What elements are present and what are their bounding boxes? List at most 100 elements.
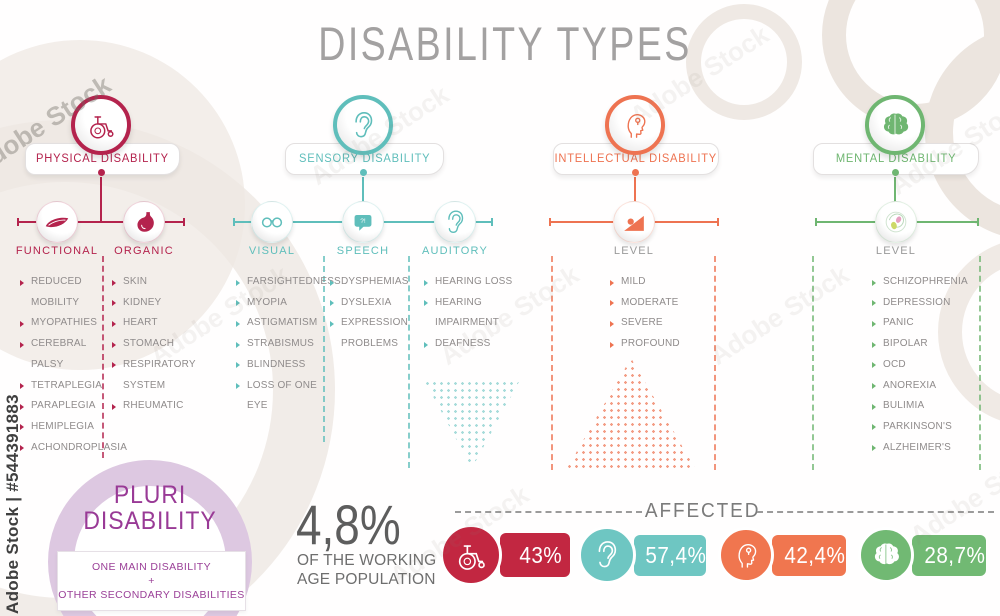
list-item: PARKINSON'S: [872, 417, 984, 438]
list-item-label: BLINDNESS: [247, 358, 306, 370]
list-item: ACHONDROPLASIA: [20, 438, 127, 459]
list-item-label: SKIN: [123, 276, 148, 287]
connector-dot-physical: [97, 169, 105, 176]
group-circle-sensory-1: ?!: [342, 201, 384, 243]
wheelchair-icon: [84, 108, 118, 142]
list-item: RHEUMATIC: [112, 396, 226, 417]
bullet-triangle-icon: [610, 279, 614, 286]
connector-dot-mental: [891, 169, 899, 176]
column-header-label-sensory: SENSORY DISABILITY: [298, 153, 431, 165]
group-list-physical-0: REDUCED MOBILITY MYOPATHIES CEREBRAL PALSY…: [20, 272, 127, 459]
column-header-label-physical: PHYSICAL DISABILITY: [36, 153, 169, 165]
list-item: RESPIRATORY SYSTEM: [112, 355, 226, 396]
affected-dash-left: [455, 511, 642, 513]
hline-tick: [977, 218, 979, 226]
speech-bubble-icon: ?!: [348, 207, 378, 237]
list-item: MILD: [610, 272, 706, 293]
list-item-label: STRABISMUS: [247, 338, 315, 350]
bullet-triangle-icon: [236, 383, 240, 390]
hline-tick: [549, 218, 551, 226]
affected-value-mental: 28,7%: [924, 542, 986, 568]
bullet-triangle-icon: [112, 279, 116, 286]
list-item: HEMIPLEGIA: [20, 417, 110, 438]
list-item: ALZHEIMER'S: [872, 438, 984, 459]
group-label-level: LEVEL: [875, 245, 917, 257]
column-circle-physical: [71, 95, 131, 155]
affected-value-physical: 43%: [519, 541, 563, 568]
connector-vline-mental: [894, 177, 896, 222]
ramp-icon: [619, 207, 649, 237]
list-item: STOMACH: [112, 334, 226, 355]
bullet-triangle-icon: [112, 403, 116, 410]
bullet-triangle-icon: [330, 279, 334, 286]
svg-text:?!: ?!: [360, 218, 366, 225]
list-item-label: HEARING IMPAIRMENT: [435, 296, 500, 329]
bullet-triangle-icon: [236, 300, 240, 307]
pluri-title-line1: PLURI: [113, 481, 187, 509]
list-item: SCHIZOPHRENIA: [872, 272, 984, 293]
list-item: BLINDNESS: [236, 355, 328, 376]
list-item: OCD: [872, 355, 984, 376]
group-circle-sensory-2: [434, 201, 476, 243]
list-item-label: EXPRESSION PROBLEMS: [341, 317, 409, 350]
list-item: FARSIGHTEDNESS: [236, 272, 341, 293]
group-circle-intellectual-0: [613, 201, 655, 243]
connector-vline-intellectual: [634, 177, 636, 222]
bullet-triangle-icon: [424, 279, 428, 286]
list-item: MODERATE: [610, 293, 706, 314]
bullet-triangle-icon: [236, 320, 240, 327]
brain-sketch-icon: [881, 207, 911, 237]
group-list-sensory-0: FARSIGHTEDNESS MYOPIA ASTIGMATISM STRABISMU…: [236, 272, 341, 417]
list-item-label: ALZHEIMER'S: [883, 441, 952, 453]
list-item: REDUCED MOBILITY: [20, 272, 110, 313]
group-list-intellectual-0: MILD MODERATE SEVERE PROFOUND: [610, 272, 706, 355]
list-item-label: MYOPIA: [247, 296, 288, 308]
affected-circle-sensory: [578, 526, 636, 584]
ear-icon: [589, 537, 624, 572]
affected-badge-physical: 43%: [500, 533, 570, 577]
bullet-triangle-icon: [872, 383, 876, 390]
column-circle-sensory: [333, 95, 393, 155]
affected-badge-sensory: 57,4%: [634, 535, 706, 576]
list-item: TETRAPLEGIA: [20, 376, 110, 397]
affected-value-intellectual: 42,4%: [784, 542, 846, 568]
bullet-triangle-icon: [872, 445, 876, 452]
bullet-triangle-icon: [610, 341, 614, 348]
affected-label: AFFECTED: [644, 500, 761, 522]
list-item: ASTIGMATISM: [236, 313, 328, 334]
list-item: MYOPATHIES: [20, 313, 110, 334]
connector-vline-sensory: [362, 177, 364, 222]
list-item: PROFOUND: [610, 334, 706, 355]
dashed-separator-physical: [102, 256, 104, 458]
list-item-label: STOMACH: [123, 338, 175, 350]
wheelchair-icon: [452, 536, 490, 574]
bullet-triangle-icon: [872, 403, 876, 410]
pluri-description-box: ONE MAIN DISABILITY + OTHER SECONDARY DI…: [57, 551, 246, 611]
list-item-label: SCHIZOPHRENIA: [883, 276, 968, 287]
list-item-label: DEAFNESS: [435, 338, 491, 350]
group-label-speech: SPEECH: [336, 245, 390, 257]
list-item-label: PROFOUND: [621, 338, 680, 350]
group-list-physical-1: SKIN KIDNEY HEART STOMACH RESPIRATORY SYSTEM…: [112, 272, 226, 417]
list-item: HEARING IMPAIRMENT: [424, 293, 538, 334]
group-circle-physical-0: [36, 201, 78, 243]
list-item-label: ACHONDROPLASIA: [31, 441, 128, 453]
dashed-separator-mental: [812, 256, 814, 470]
affected-badge-mental: 28,7%: [912, 535, 986, 576]
bullet-triangle-icon: [610, 300, 614, 307]
column-header-label-intellectual: INTELLECTUAL DISABILITY: [554, 153, 718, 165]
group-label-visual: VISUAL: [248, 245, 296, 257]
list-item-label: DYSLEXIA: [341, 296, 392, 308]
bullet-triangle-icon: [872, 362, 876, 369]
list-item: LOSS OF ONE EYE: [236, 376, 328, 417]
affected-badge-intellectual: 42,4%: [772, 535, 846, 576]
dashed-separator-mental: [979, 256, 981, 470]
stat-value: 4,8%: [296, 493, 401, 556]
bullet-triangle-icon: [236, 362, 240, 369]
bullet-triangle-icon: [236, 279, 240, 286]
list-item: DYSPHEMIAS: [330, 272, 408, 293]
bullet-triangle-icon: [20, 383, 24, 390]
affected-circle-intellectual: [718, 527, 774, 583]
list-item: PANIC: [872, 313, 984, 334]
